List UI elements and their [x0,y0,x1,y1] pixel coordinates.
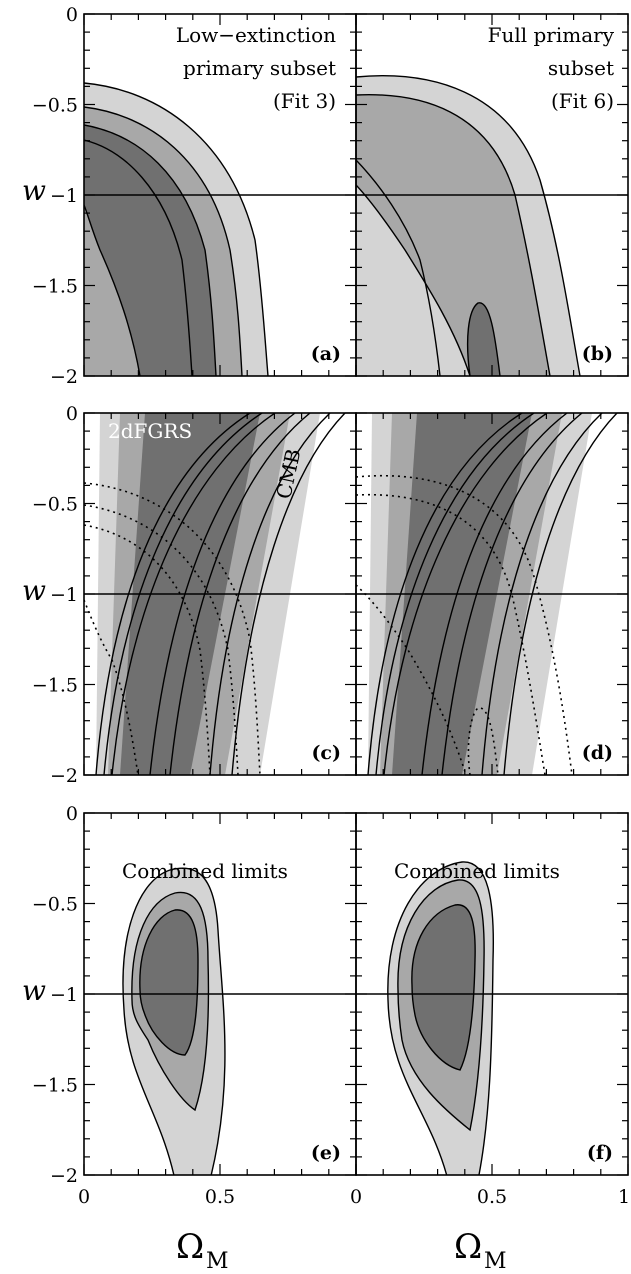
panel-a-contour-4 [84,139,193,376]
panel-c-annotation-2dfgrs: 2dFGRS [108,419,192,443]
panel-f [387,861,495,1175]
panel-c-cmb-7 [231,413,346,775]
panel-a-contour-2 [84,106,243,376]
panel-c-sn-dotted-4 [84,599,139,775]
y-tick-label: −0.5 [32,95,78,117]
panel-d-cmb-5 [441,413,583,775]
panel-d-cmb-4 [421,413,568,775]
panel-c-sn-dotted-3 [84,524,211,775]
panel-d-label: (d) [582,742,613,764]
panel-d-cmb-1 [367,413,523,775]
panel-c-cmb-2 [103,413,263,775]
y-tick-label: −2 [50,765,78,787]
axis-tick-labels: 0−0.5−1−1.5−20−0.5−1−1.5−20−0.5−1−1.5−20… [32,4,630,1208]
panel-d-cmb-3 [383,413,548,775]
panel-b-annotation-line2: subset [548,56,614,80]
panel-b-contour-3 [356,184,471,376]
x-axis-label-right: Ω [454,1227,482,1267]
x-axis-label-left: Ω [176,1227,204,1267]
panel-e-annotation: Combined limits [122,859,288,883]
panel-b [356,75,581,376]
panel-d-sn-dotted-1 [356,474,573,775]
y-tick-label: −1.5 [32,675,78,697]
panel-a-contour-3 [84,124,217,376]
panel-c-cmb-1 [95,413,251,775]
x-tick-label: 0.5 [477,1186,507,1208]
y-tick-label: 0 [66,4,78,26]
panel-e-region-inner [139,909,199,1056]
y-axis-label-middle: w [22,574,46,607]
y-tick-label: −1 [50,584,78,606]
panel-f-region-inner [411,904,476,1071]
y-tick-label: −1.5 [32,1075,78,1097]
panel-a-contour-5 [84,204,141,376]
x-tick-label: 1 [618,1186,630,1208]
panel-f-label: (f) [587,1142,613,1164]
panel-a-region-inner [84,125,216,376]
panel-b-region-inner [467,302,500,376]
x-axis-label-left-sub: M [206,1249,229,1274]
x-tick-label: 0 [78,1186,90,1208]
panel-d-cmb-2 [375,413,535,775]
y-tick-label: −0.5 [32,894,78,916]
x-tick-label: 0.5 [205,1186,235,1208]
panel-a-annotation-line3: (Fit 3) [273,89,336,113]
panel-e-label: (e) [311,1142,341,1164]
panel-b-contour-5 [466,302,501,376]
x-axis-label-right-sub: M [484,1249,507,1274]
panel-d-cmb-6 [481,413,603,775]
panel-c-cmb-4 [149,413,296,775]
y-axis-label-top: w [22,174,46,207]
panel-a-annotation-line2: primary subset [183,56,336,80]
y-tick-label: −2 [50,1165,78,1187]
y-tick-label: 0 [66,803,78,825]
panel-a-annotation-line1: Low−extinction [176,23,336,47]
panel-b-contour-1 [356,75,581,376]
panel-c-sn-dotted-1 [84,482,261,775]
panel-c-sn-dotted-2 [84,504,239,775]
panel-b-label: (b) [582,343,613,365]
y-tick-label: −2 [50,366,78,388]
panel-b-contour-4 [356,159,441,376]
y-tick-label: −1 [50,185,78,207]
y-tick-label: −1.5 [32,276,78,298]
panel-c-cmb-5 [169,413,311,775]
x-tick-label: 0 [350,1186,362,1208]
y-tick-label: 0 [66,403,78,425]
panel-f-annotation: Combined limits [394,859,560,883]
panel-b-region-middle [356,94,550,376]
y-tick-label: −1 [50,984,78,1006]
panel-c-cmb-6 [209,413,331,775]
panel-c-label: (c) [311,742,341,764]
panel-d-cmb-7 [503,413,618,775]
panel-a [84,82,269,376]
panel-b-annotation-line1: Full primary [488,23,615,47]
y-axis-label-bottom: w [22,974,46,1007]
panel-e [122,867,226,1175]
panel-d-sn-dotted-2 [356,493,546,775]
panel-a-contour-1 [84,82,269,376]
panel-b-annotation-line3: (Fit 6) [551,89,614,113]
axis-ticks [83,13,629,1176]
y-tick-label: −0.5 [32,494,78,516]
panel-a-label: (a) [311,343,341,365]
panel-c-cmb-3 [111,413,276,775]
